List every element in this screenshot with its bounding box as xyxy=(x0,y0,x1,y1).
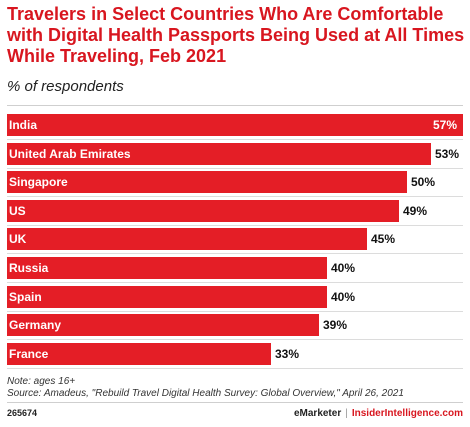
chart-title: Travelers in Select Countries Who Are Co… xyxy=(7,4,465,66)
chart-id: 265674 xyxy=(7,408,38,418)
value-label: 50% xyxy=(411,175,436,190)
row-divider xyxy=(7,253,463,255)
bar xyxy=(7,199,399,222)
value-label: 53% xyxy=(435,146,460,161)
value-label: 39% xyxy=(323,318,348,333)
bar-row: Spain 40% xyxy=(7,282,467,312)
category-label: Russia xyxy=(9,261,49,275)
brand-insider-intelligence: InsiderIntelligence.com xyxy=(351,408,463,419)
category-label: Germany xyxy=(9,318,62,333)
row-divider xyxy=(7,224,463,226)
category-label: United Arab Emirates xyxy=(9,146,131,161)
row-divider xyxy=(7,167,463,169)
row-divider xyxy=(7,339,463,341)
value-label: 40% xyxy=(331,261,356,275)
chart-note: Note: ages 16+ xyxy=(7,376,76,387)
brand-footer: eMarketer | InsiderIntelligence.com xyxy=(294,408,463,419)
value-label: 33% xyxy=(275,346,300,361)
row-divider xyxy=(7,282,463,283)
bar-row: US 49% xyxy=(7,196,467,226)
bottom-divider xyxy=(7,402,463,403)
row-divider xyxy=(7,139,463,140)
bar-row: UK 45% xyxy=(7,224,467,255)
bar-row: Singapore 50% xyxy=(7,167,467,198)
bar xyxy=(7,171,407,194)
bar-row: United Arab Emirates 53% xyxy=(7,139,467,169)
chart-subtitle: % of respondents xyxy=(7,78,124,95)
row-divider xyxy=(7,310,463,312)
category-label: Singapore xyxy=(9,175,68,190)
bar xyxy=(7,257,327,279)
category-label: France xyxy=(9,346,49,361)
bar-chart: India 57% United Arab Emirates 53% Singapore… xyxy=(0,110,470,370)
bar-row: France 33% xyxy=(7,339,467,369)
bar xyxy=(7,142,431,165)
top-divider xyxy=(7,105,463,106)
chart-source: Source: Amadeus, "Rebuild Travel Digital… xyxy=(7,388,404,399)
bar xyxy=(7,285,327,308)
category-label: US xyxy=(9,203,26,218)
category-label: Spain xyxy=(9,289,42,304)
bar xyxy=(7,342,271,365)
value-label: 45% xyxy=(371,232,396,247)
bar-row: Russia 40% xyxy=(7,253,467,283)
bar xyxy=(7,314,319,337)
value-label: 57% xyxy=(433,118,458,132)
brand-separator: | xyxy=(345,408,348,419)
value-label: 40% xyxy=(331,289,356,304)
bar xyxy=(7,114,463,136)
value-label: 49% xyxy=(403,203,428,218)
brand-emarketer: eMarketer xyxy=(293,408,342,419)
row-divider xyxy=(7,367,463,369)
category-label: UK xyxy=(9,232,27,247)
bar-row: India 57% xyxy=(7,110,467,140)
row-divider xyxy=(7,196,463,198)
bar xyxy=(7,228,367,251)
bar-row: Germany 39% xyxy=(7,310,467,341)
category-label: India xyxy=(9,118,38,132)
